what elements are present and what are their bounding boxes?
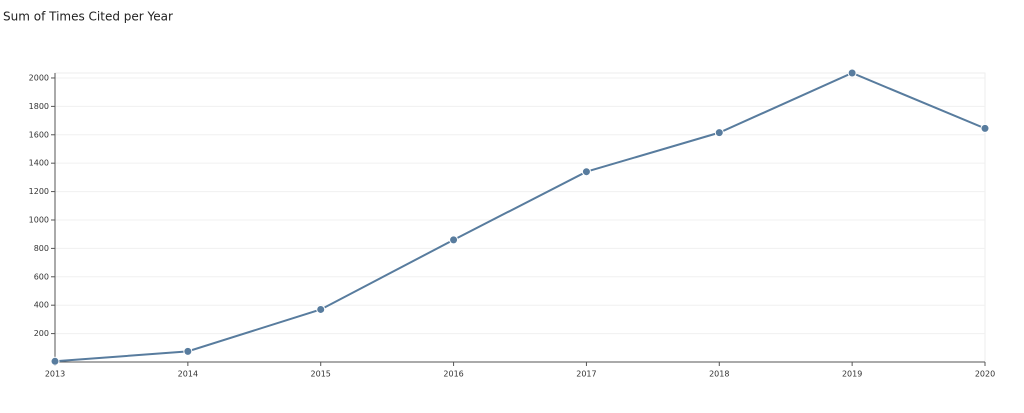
x-tick-label: 2020 [975,370,995,379]
data-point [183,346,193,356]
y-tick-label: 400 [34,301,49,310]
data-point [714,128,724,138]
y-tick-label: 2000 [29,73,49,82]
x-tick-label: 2017 [576,370,596,379]
series-line [54,71,986,363]
x-tick-label: 2013 [45,370,65,379]
y-tick-label: 800 [34,244,49,253]
y-tick-label: 1600 [29,130,49,139]
x-tick-label: 2019 [842,370,862,379]
plot-frame [54,72,986,363]
data-point [980,123,990,133]
data-point [449,235,459,245]
y-tick-label: 1000 [29,215,49,224]
x-tick-label: 2016 [443,370,463,379]
y-tick-label: 1400 [29,159,49,168]
x-tick-label: 2014 [178,370,198,379]
y-tick-label: 600 [34,272,49,281]
data-point [50,356,60,366]
data-point [847,68,857,78]
chart-title: Sum of Times Cited per Year [3,10,173,24]
x-tick-label: 2018 [709,370,729,379]
x-tick-label: 2015 [311,370,331,379]
y-tick-label: 1200 [29,187,49,196]
data-point [581,167,591,177]
y-tick-label: 200 [34,329,49,338]
y-tick-label: 1800 [29,102,49,111]
data-point [316,304,326,314]
